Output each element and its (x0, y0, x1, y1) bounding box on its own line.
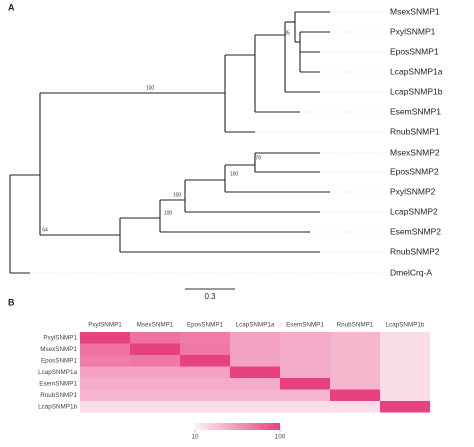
row-label: LcapSNMP1b (38, 403, 77, 410)
heatmap-cell (330, 378, 380, 390)
heatmap-cell (180, 366, 230, 378)
bootstrap-label: 64 (42, 227, 48, 233)
heatmap-cell (180, 332, 230, 344)
leaf-label: RnubSNMP1 (390, 126, 440, 136)
heatmap-cell (130, 401, 180, 413)
heatmap-cell (130, 332, 180, 344)
leaf-label: DmelCrq-A (390, 267, 432, 277)
heatmap-cell (330, 332, 380, 344)
heatmap-cell (130, 343, 180, 355)
leaf-label: EsemSNMP1 (390, 106, 441, 116)
heatmap-cell (280, 366, 330, 378)
scale-label: 0.3 (204, 292, 216, 301)
column-label: EposSNMP1 (187, 322, 224, 329)
heatmap-cell (130, 366, 180, 378)
heatmap-cell (380, 332, 430, 344)
heatmap-cell (130, 355, 180, 367)
row-label: RnubSNMP1 (40, 392, 77, 399)
colorbar-tick-label: 100 (275, 434, 286, 441)
bootstrap-label: 85 (284, 30, 290, 36)
heatmap-cell (180, 401, 230, 413)
heatmap-cell (280, 389, 330, 401)
column-label: EsemSNMP1 (286, 322, 324, 329)
heatmap-cell (330, 343, 380, 355)
heatmap-cell (80, 378, 130, 390)
leaf-label: PxylSNMP2 (390, 186, 436, 196)
row-label: EsemSNMP1 (39, 380, 77, 387)
bootstrap-label: 100 (173, 192, 182, 198)
column-label: PxylSNMP1 (88, 322, 122, 329)
heatmap-cell (80, 366, 130, 378)
heatmap-cell (80, 343, 130, 355)
leaf-label: MsexSNMP1 (390, 6, 440, 16)
heatmap-cell (80, 332, 130, 344)
heatmap-cell (230, 355, 280, 367)
heatmap-cell (180, 378, 230, 390)
row-label: PxylSNMP1 (43, 334, 77, 341)
heatmap-cell (80, 389, 130, 401)
column-label: LcapSNMP1a (236, 322, 275, 329)
row-label: EposSNMP1 (41, 357, 78, 364)
heatmap-cell (380, 355, 430, 367)
column-label: RnubSNMP1 (337, 322, 374, 329)
leaf-label: RnubSNMP2 (390, 246, 440, 256)
leaf-label: PxylSNMP1 (390, 26, 436, 36)
heatmap-cell (230, 389, 280, 401)
leaf-label: MsexSNMP2 (390, 147, 440, 157)
bootstrap-label: 100 (164, 210, 173, 216)
heatmap-cell (230, 378, 280, 390)
heatmap-cell (380, 401, 430, 413)
heatmap-cell (380, 378, 430, 390)
heatmap-cell (130, 378, 180, 390)
bootstrap-label: 79 (255, 155, 261, 161)
leaf-label: EposSNMP2 (390, 166, 439, 176)
heatmap-cell (280, 378, 330, 390)
heatmap-cell (230, 401, 280, 413)
heatmap-cell (180, 343, 230, 355)
heatmap-cell (180, 355, 230, 367)
heatmap-cell (230, 343, 280, 355)
leaf-label: EposSNMP1 (390, 46, 439, 56)
colorbar-tick-label: 10 (191, 434, 199, 441)
heatmap-cell (80, 401, 130, 413)
heatmap-cell (330, 366, 380, 378)
row-label: MsexSNMP1 (40, 346, 77, 353)
heatmap-cell (280, 401, 330, 413)
bootstrap-label: 100 (146, 85, 155, 91)
row-label: LcapSNMP1a (38, 369, 77, 376)
column-label: MsexSNMP1 (137, 322, 174, 329)
panel-label: B (8, 297, 15, 307)
heatmap-cell (230, 332, 280, 344)
column-label: LcapSNMP1b (386, 322, 425, 329)
heatmap-cell (130, 389, 180, 401)
leaf-label: LcapSNMP1a (390, 66, 443, 76)
panel-label: A (8, 2, 15, 12)
heatmap-cell (330, 355, 380, 367)
heatmap-cell (80, 355, 130, 367)
heatmap-cell (380, 366, 430, 378)
leaf-label: LcapSNMP1b (390, 86, 443, 96)
heatmap-cell (230, 366, 280, 378)
bootstrap-label: 100 (230, 171, 239, 177)
heatmap-cell (380, 343, 430, 355)
heatmap-cell (280, 332, 330, 344)
heatmap-cell (280, 343, 330, 355)
colorbar (195, 423, 280, 430)
heatmap-cell (330, 401, 380, 413)
leaf-label: EsemSNMP2 (390, 226, 441, 236)
heatmap-cell (330, 389, 380, 401)
heatmap-cell (280, 355, 330, 367)
heatmap-cell (380, 389, 430, 401)
heatmap-cell (180, 389, 230, 401)
leaf-label: LcapSNMP2 (390, 206, 438, 216)
